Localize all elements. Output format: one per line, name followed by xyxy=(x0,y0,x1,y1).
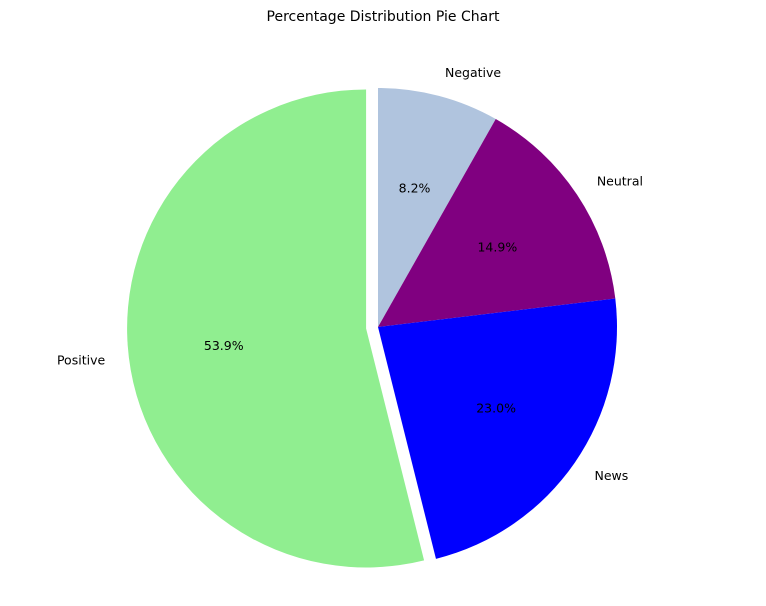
pct-label-neutral: 14.9% xyxy=(477,240,517,255)
pct-label-news: 23.0% xyxy=(476,400,516,415)
pie-slice-negative xyxy=(378,88,496,327)
slice-label-negative: Negative xyxy=(445,65,501,80)
pie-slice-neutral xyxy=(378,119,616,327)
slice-label-neutral: Neutral xyxy=(597,173,643,188)
chart-title: Percentage Distribution Pie Chart xyxy=(267,9,500,25)
pct-label-positive: 53.9% xyxy=(204,338,244,353)
pct-label-negative: 8.2% xyxy=(399,180,431,195)
pie-slice-news xyxy=(378,298,617,559)
pie-labels: 8.2% Negative 14.9% Neutral 23.0% News 53.9% Po… xyxy=(57,65,643,483)
slice-label-news: News xyxy=(595,468,629,483)
pie-slice-positive xyxy=(127,89,425,568)
pie-slices xyxy=(127,88,617,568)
slice-label-positive: Positive xyxy=(57,353,105,368)
